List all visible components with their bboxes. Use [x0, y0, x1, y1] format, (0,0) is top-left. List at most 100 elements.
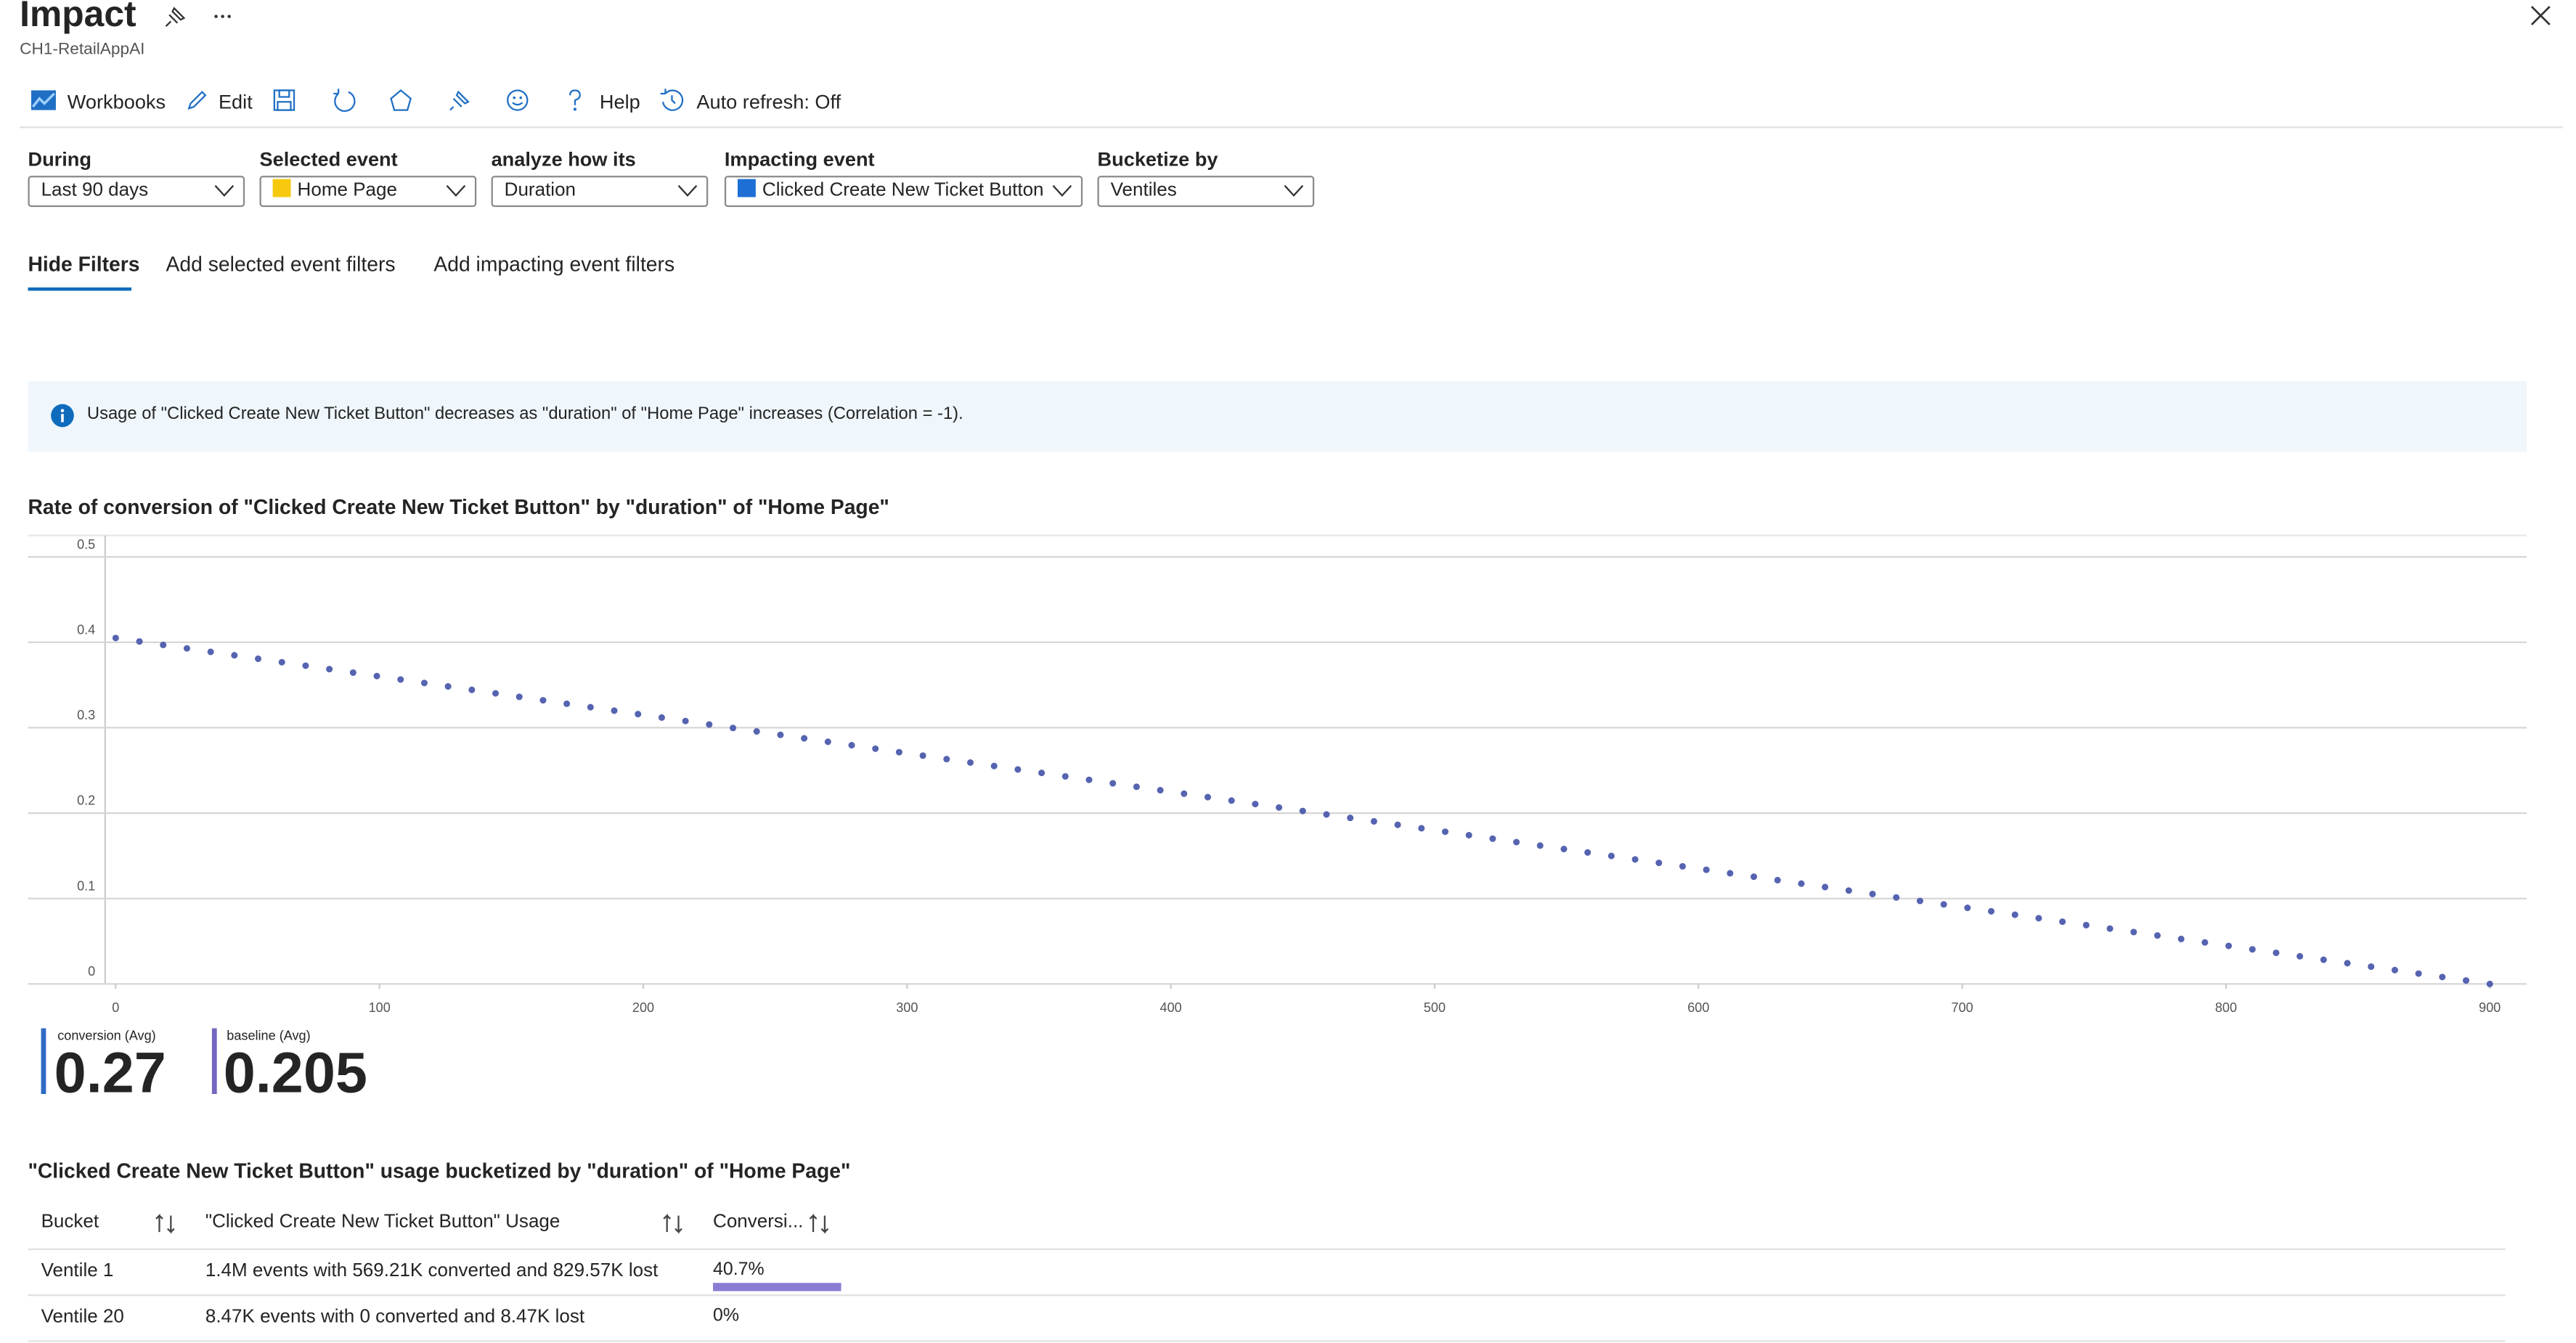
data-point	[2344, 960, 2351, 967]
data-point	[801, 735, 808, 742]
tab[interactable]: Add selected event filters	[166, 253, 396, 277]
x-tick-label: 700	[1952, 1000, 1973, 1015]
info-banner	[28, 380, 2527, 452]
data-point	[231, 652, 238, 659]
x-tick-label: 100	[369, 1000, 391, 1015]
data-point	[2106, 925, 2114, 932]
toolbar-button[interactable]: Workbooks	[67, 90, 166, 114]
y-tick-label: 0.4	[77, 622, 95, 637]
y-tick-label: 0	[88, 964, 95, 979]
save-icon[interactable]	[273, 89, 296, 112]
more-icon[interactable]	[213, 13, 233, 20]
data-point	[1014, 766, 1022, 773]
dropdown-value: Home Page	[297, 180, 397, 201]
info-icon	[51, 404, 74, 428]
data-point	[895, 748, 902, 756]
toolbar-button[interactable]: Edit	[218, 90, 253, 114]
filter-label: Impacting event	[724, 147, 875, 171]
toolbar-button[interactable]: Auto refresh: Off	[696, 90, 841, 114]
info-text: Usage of "Clicked Create New Ticket Butt…	[86, 404, 963, 424]
cell: 8.47K events with 0 converted and 8.47K …	[205, 1307, 585, 1328]
data-point	[706, 721, 713, 728]
y-tick-label: 0.5	[77, 537, 95, 552]
data-point	[326, 666, 333, 673]
data-point	[349, 669, 356, 677]
tab[interactable]: Add impacting event filters	[433, 253, 675, 277]
help-icon[interactable]	[567, 89, 584, 112]
filter-label: Selected event	[259, 147, 398, 171]
pin-icon[interactable]	[164, 5, 187, 28]
data-point	[1441, 828, 1449, 836]
data-point	[1750, 873, 1758, 881]
close-icon[interactable]	[2530, 6, 2551, 25]
data-point	[1228, 797, 1235, 804]
chart-title: Rate of conversion of "Clicked Create Ne…	[28, 496, 889, 520]
data-point	[302, 662, 309, 669]
column-header[interactable]: Bucket	[41, 1212, 99, 1233]
chart: 0 0.1 0.2 0.3 0.4 0.5 0 100 200 300 400 500 600 700 80…	[28, 534, 2527, 1015]
pin-icon[interactable]	[449, 89, 472, 112]
data-point	[255, 655, 262, 662]
data-point	[112, 634, 119, 642]
cell: Ventile 1	[41, 1261, 114, 1281]
data-point	[1252, 801, 1259, 808]
data-point	[2059, 918, 2066, 926]
data-point	[848, 742, 855, 749]
data-point	[682, 717, 689, 724]
data-point	[2439, 973, 2446, 981]
data-point	[1798, 880, 1805, 887]
data-point	[2130, 928, 2137, 936]
data-point	[1347, 815, 1354, 822]
separator	[20, 126, 2563, 128]
column-header[interactable]: "Clicked Create New Ticket Button" Usage	[205, 1212, 561, 1233]
data-point	[1584, 849, 1591, 856]
data-point	[1869, 890, 1876, 898]
data-point	[1299, 807, 1306, 815]
data-point	[635, 711, 642, 718]
sort-icon[interactable]	[808, 1213, 831, 1234]
metric-label: baseline (Avg)	[227, 1028, 311, 1043]
data-point	[658, 714, 665, 721]
data-point	[2153, 932, 2161, 939]
toolbar-button[interactable]: Help	[599, 90, 640, 114]
column-header[interactable]: Conversi...	[713, 1212, 804, 1233]
data-point	[943, 756, 950, 763]
data-point	[444, 683, 452, 690]
dropdown-value: Duration	[504, 180, 576, 201]
tab[interactable]: Hide Filters	[28, 253, 140, 277]
dropdown[interactable]: Clicked Create New Ticket Button	[724, 176, 1083, 208]
auto-refresh-icon[interactable]	[660, 89, 684, 112]
table-title: "Clicked Create New Ticket Button" usage…	[28, 1159, 851, 1183]
metric-bar	[211, 1028, 217, 1094]
data-point	[2225, 942, 2233, 950]
feedback-icon[interactable]	[506, 89, 529, 112]
chevron	[214, 184, 235, 197]
dropdown[interactable]: Ventiles	[1097, 176, 1315, 208]
data-point	[1276, 804, 1283, 811]
share-icon[interactable]	[389, 89, 412, 112]
data-point	[1085, 776, 1093, 783]
data-point	[1655, 860, 1663, 867]
data-point	[730, 724, 737, 732]
data-point	[1916, 897, 1924, 905]
dropdown[interactable]: Duration	[491, 176, 709, 208]
metric-label: conversion (Avg)	[57, 1028, 156, 1043]
refresh-icon[interactable]	[332, 89, 356, 113]
data-point	[1703, 866, 1710, 873]
sort-icon[interactable]	[155, 1213, 178, 1234]
workbooks-icon[interactable]	[30, 89, 57, 112]
conversion-bar	[713, 1283, 841, 1291]
dropdown[interactable]: Last 90 days	[28, 176, 245, 208]
sort-icon[interactable]	[662, 1213, 685, 1234]
chevron	[677, 184, 698, 197]
dropdown[interactable]: Home Page	[259, 176, 477, 208]
data-point	[587, 703, 594, 711]
x-tick-label: 600	[1687, 1000, 1709, 1015]
edit-icon[interactable]	[186, 89, 209, 112]
data-point	[2249, 946, 2256, 953]
row-divider	[28, 1248, 2506, 1250]
data-point	[420, 679, 428, 687]
metric-bar	[41, 1028, 46, 1094]
data-point	[1181, 790, 1188, 797]
